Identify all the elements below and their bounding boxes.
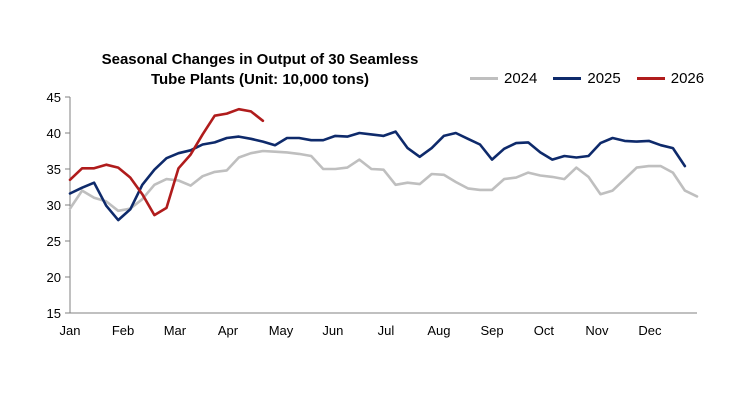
x-tick-label-may: May [269,323,294,338]
legend-item-2026: 2026 [636,69,705,87]
x-tick-label-aug: Aug [427,323,450,338]
legend-label-2026: 2026 [670,69,705,87]
y-tick-label-30: 30 [47,198,61,213]
legend-label-2024: 2024 [504,69,538,87]
series-line-2026 [68,107,265,217]
x-tick-label-mar: Mar [164,323,187,338]
series-layer [68,107,699,222]
x-tick-label-jan: Jan [60,323,81,338]
series-line-2025 [68,130,687,222]
y-tick-label-35: 35 [47,162,61,177]
chart-title-line-2: Tube Plants (Unit: 10,000 tons) [150,71,370,88]
legend-item-2025: 2025 [553,69,621,87]
y-tick-label-15: 15 [47,306,61,321]
axes: 15 20 25 30 35 40 45 Jan Feb Mar Apr May Jun Jul Aug Se… [47,90,697,338]
x-tick-label-oct: Oct [534,323,555,338]
legend-swatch-2026 [636,76,665,80]
y-tick-label-25: 25 [47,234,61,249]
y-tick-label-45: 45 [47,90,61,105]
x-tick-label-sep: Sep [480,323,503,338]
x-tick-label-jun: Jun [322,323,343,338]
chart-title-line-1: Seasonal Changes in Output of 30 Seamles… [101,51,419,68]
x-tick-label-feb: Feb [112,323,134,338]
x-tick-label-nov: Nov [585,323,609,338]
y-tick-label-40: 40 [47,126,61,141]
legend-swatch-2025 [553,76,582,80]
x-tick-label-dec: Dec [638,323,662,338]
x-tick-label-apr: Apr [218,323,239,338]
legend: 2024 2025 2026 [470,68,720,88]
x-tick-label-jul: Jul [378,323,395,338]
y-tick-label-20: 20 [47,270,61,285]
chart-title: Seasonal Changes in Output of 30 Seamles… [60,50,460,90]
legend-swatch-2024 [470,76,498,80]
legend-label-2025: 2025 [587,69,621,87]
legend-item-2024: 2024 [470,70,537,87]
